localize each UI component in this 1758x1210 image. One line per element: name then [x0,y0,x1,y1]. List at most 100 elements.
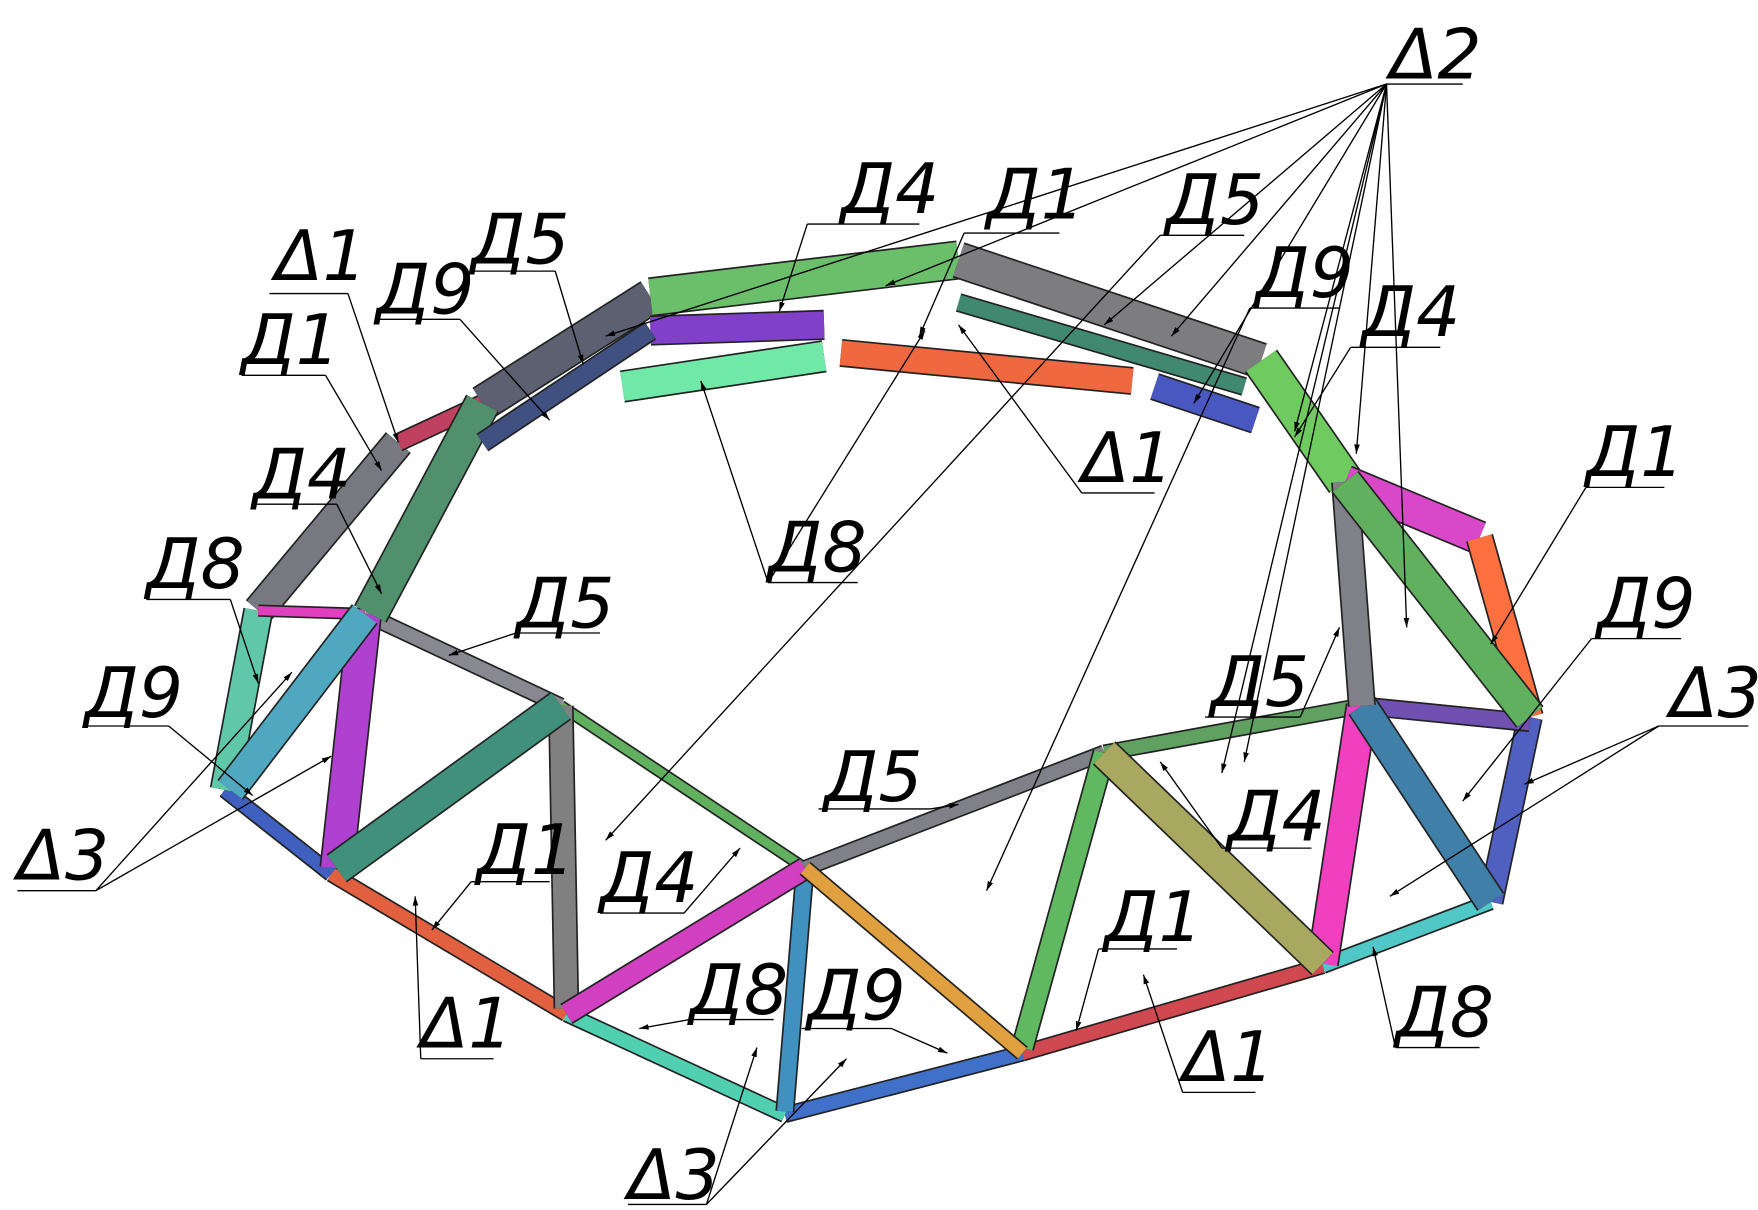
leader-line [985,307,1251,891]
leader-line [1462,638,1593,802]
truss-bar [211,608,272,793]
leader-line [1294,346,1352,438]
part-label: Д5 [821,738,922,818]
part-label: Д1 [474,811,575,891]
truss-bar [1479,714,1541,905]
truss-bar [327,693,571,881]
leader-line [1170,83,1388,337]
truss-bar [953,243,1267,377]
leader-line [1075,948,1100,1031]
part-label: Д4 [838,150,939,230]
leader-line [1524,725,1660,785]
leader-line [95,755,332,892]
leader-line [1490,487,1587,645]
leader-line [705,1047,758,1205]
part-label: Д8 [765,508,866,588]
truss-bar [247,433,410,620]
part-label: Д1 [984,155,1085,235]
leader-line [683,847,741,914]
leader-line [229,599,259,684]
truss-bar [800,863,1027,1059]
leader-line [605,234,1161,841]
part-label: Д9 [373,251,474,331]
leader-lines [17,83,1749,1206]
truss-bar [1349,697,1503,910]
leader-line [1354,83,1388,454]
leader-line [1389,725,1660,897]
part-label: Д1 [1101,878,1202,958]
leader-line [1294,83,1388,432]
part-label: Δ1 [1178,1018,1275,1098]
part-label: Δ2 [1385,15,1482,95]
part-label: Д9 [82,654,183,734]
leader-line [1193,83,1388,404]
part-label: Δ1 [416,985,513,1065]
truss-bar [956,294,1247,395]
truss-bar [327,868,570,1020]
part-label: Д5 [1208,643,1309,723]
part-label: Д5 [513,564,614,644]
leader-line [930,803,959,810]
part-label: Д8 [143,525,244,605]
leader-line [412,896,422,1059]
leader-line [1142,974,1184,1093]
leader-line [639,1018,690,1030]
part-label: Д4 [1359,273,1460,353]
truss-bar [1361,698,1531,731]
part-label: Д4 [250,436,351,516]
leader-line [1385,84,1410,628]
truss-bar [650,311,825,344]
leader-line [554,270,584,365]
leader-line [168,725,254,796]
truss-bar [783,1046,1025,1122]
truss-bar [473,282,660,418]
leader-line [891,1027,948,1054]
part-label: Δ3 [12,816,109,896]
truss-bar [1308,703,1377,966]
truss-bar [477,323,656,451]
leader-line [778,223,808,312]
part-label: Δ1 [270,217,367,297]
leader-line [1103,83,1387,326]
truss-bar [1150,374,1260,432]
truss-bar [1332,480,1375,707]
leader-line [1372,946,1397,1048]
part-label: Д9 [1252,234,1353,314]
leader-line [958,324,1083,494]
truss-bar [563,1007,788,1121]
leader-line [705,1058,847,1205]
truss-bar [561,859,811,1023]
leader-line [605,83,1387,337]
truss-bar [802,746,1107,875]
part-label: Д5 [468,200,569,280]
part-label: Д9 [804,957,905,1037]
truss-bar [620,341,827,401]
leader-line [918,232,965,337]
leader-line [1221,83,1388,774]
leader-line [431,881,472,931]
truss-bar [1012,750,1114,1051]
leader-line [1243,83,1388,762]
truss-bar [361,607,564,712]
truss-bar [220,784,336,880]
truss-bar [1246,350,1360,492]
truss-frame [209,240,1544,1123]
truss-bar [648,242,961,315]
truss-bar [218,605,377,799]
part-label: Д9 [1594,564,1695,644]
leader-line [459,318,551,421]
part-label: Д1 [239,301,340,381]
truss-bar [777,867,813,1113]
truss-bar [355,395,498,622]
truss-bar [558,702,808,873]
truss-bar [839,340,1134,394]
part-label: Д5 [1163,161,1264,241]
part-label: Δ3 [623,1136,720,1210]
leader-line [1299,627,1341,718]
truss-bar [1332,472,1543,727]
truss-bar [549,705,578,1009]
leader-line [885,83,1387,287]
truss-bar [1094,742,1333,975]
part-label: Δ1 [1077,419,1174,499]
